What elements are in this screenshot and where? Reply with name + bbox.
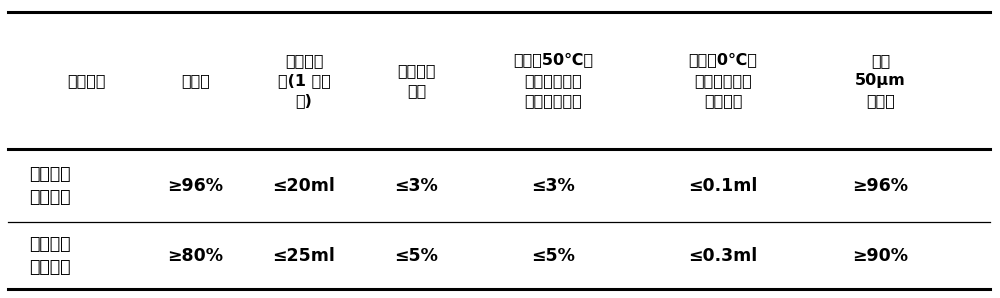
Text: 热贮（50℃）
稳定性（有效
成分分解率）: 热贮（50℃） 稳定性（有效 成分分解率） — [513, 53, 593, 108]
Text: 技术指标: 技术指标 — [67, 73, 106, 88]
Text: ≤5%: ≤5% — [395, 246, 438, 265]
Text: 通过
50μm
试验筛: 通过 50μm 试验筛 — [855, 53, 906, 108]
Text: ≤3%: ≤3% — [531, 176, 575, 195]
Text: ≤5%: ≤5% — [531, 246, 575, 265]
Text: ≤25ml: ≤25ml — [273, 246, 335, 265]
Text: ≥90%: ≥90% — [853, 246, 909, 265]
Text: 倾倒后残
余物: 倾倒后残 余物 — [397, 63, 436, 98]
Text: ≥80%: ≥80% — [168, 246, 224, 265]
Text: ≥96%: ≥96% — [853, 176, 909, 195]
Text: 悬浮率: 悬浮率 — [181, 73, 210, 88]
Text: ≤0.1ml: ≤0.1ml — [688, 176, 758, 195]
Text: ≤0.3ml: ≤0.3ml — [688, 246, 758, 265]
Text: 本发明所
有实施例: 本发明所 有实施例 — [29, 165, 70, 206]
Text: 持久起泡
性(1 分钟
后): 持久起泡 性(1 分钟 后) — [278, 53, 330, 108]
Text: 低温（0℃）
稳定性（离析
物体积）: 低温（0℃） 稳定性（离析 物体积） — [689, 53, 758, 108]
Text: 农药产品
规格要求: 农药产品 规格要求 — [29, 235, 70, 276]
Text: ≤20ml: ≤20ml — [273, 176, 335, 195]
Text: ≥96%: ≥96% — [168, 176, 224, 195]
Text: ≤3%: ≤3% — [395, 176, 438, 195]
